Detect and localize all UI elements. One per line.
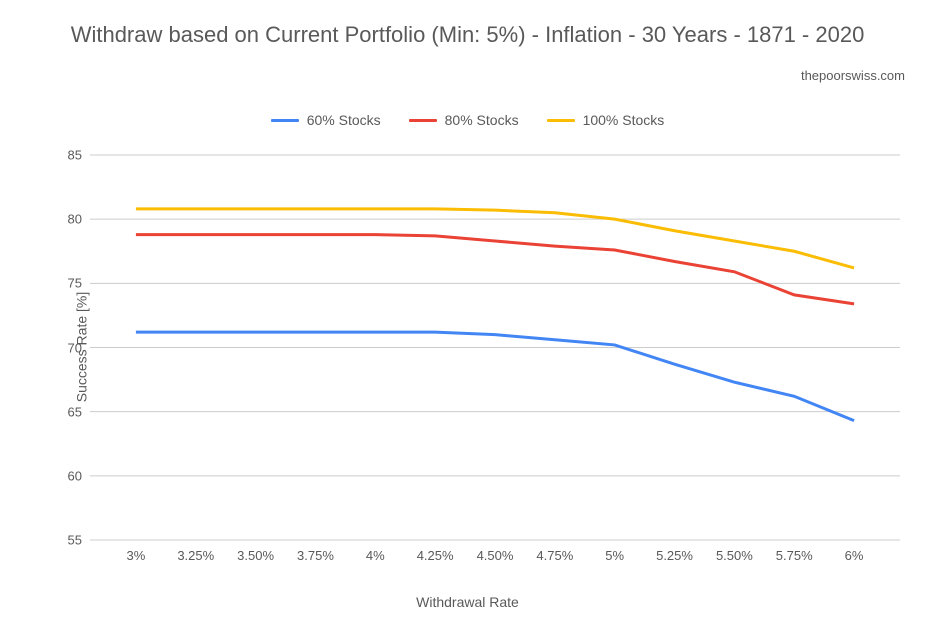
chart-subtitle: thepoorswiss.com xyxy=(801,68,905,83)
legend-swatch xyxy=(271,119,299,122)
y-tick-label: 60 xyxy=(68,468,82,483)
x-tick-label: 5% xyxy=(605,548,624,563)
x-tick-label: 4.25% xyxy=(417,548,454,563)
y-tick-label: 80 xyxy=(68,212,82,227)
plot-svg xyxy=(90,155,900,540)
chart-legend: 60% Stocks 80% Stocks 100% Stocks xyxy=(0,112,935,128)
x-tick-label: 5.75% xyxy=(776,548,813,563)
y-tick-label: 75 xyxy=(68,276,82,291)
x-tick-label: 4.50% xyxy=(477,548,514,563)
y-tick-label: 70 xyxy=(68,340,82,355)
chart-title: Withdraw based on Current Portfolio (Min… xyxy=(0,22,935,48)
x-tick-label: 4.75% xyxy=(536,548,573,563)
legend-label: 80% Stocks xyxy=(445,112,519,128)
plot-area: 556065707580853%3.25%3.50%3.75%4%4.25%4.… xyxy=(90,155,900,540)
legend-item-100[interactable]: 100% Stocks xyxy=(547,112,665,128)
y-tick-label: 55 xyxy=(68,533,82,548)
x-tick-label: 3% xyxy=(127,548,146,563)
chart-container: Withdraw based on Current Portfolio (Min… xyxy=(0,0,935,644)
series-line xyxy=(136,332,854,421)
x-tick-label: 6% xyxy=(845,548,864,563)
legend-item-80[interactable]: 80% Stocks xyxy=(409,112,519,128)
legend-item-60[interactable]: 60% Stocks xyxy=(271,112,381,128)
y-tick-label: 85 xyxy=(68,148,82,163)
legend-swatch xyxy=(409,119,437,122)
x-tick-label: 5.50% xyxy=(716,548,753,563)
x-tick-label: 3.75% xyxy=(297,548,334,563)
legend-label: 100% Stocks xyxy=(583,112,665,128)
x-tick-label: 5.25% xyxy=(656,548,693,563)
x-tick-label: 3.25% xyxy=(177,548,214,563)
legend-swatch xyxy=(547,119,575,122)
y-tick-label: 65 xyxy=(68,404,82,419)
legend-label: 60% Stocks xyxy=(307,112,381,128)
x-tick-label: 4% xyxy=(366,548,385,563)
series-line xyxy=(136,235,854,304)
x-tick-label: 3.50% xyxy=(237,548,274,563)
x-axis-title: Withdrawal Rate xyxy=(0,594,935,610)
series-line xyxy=(136,209,854,268)
